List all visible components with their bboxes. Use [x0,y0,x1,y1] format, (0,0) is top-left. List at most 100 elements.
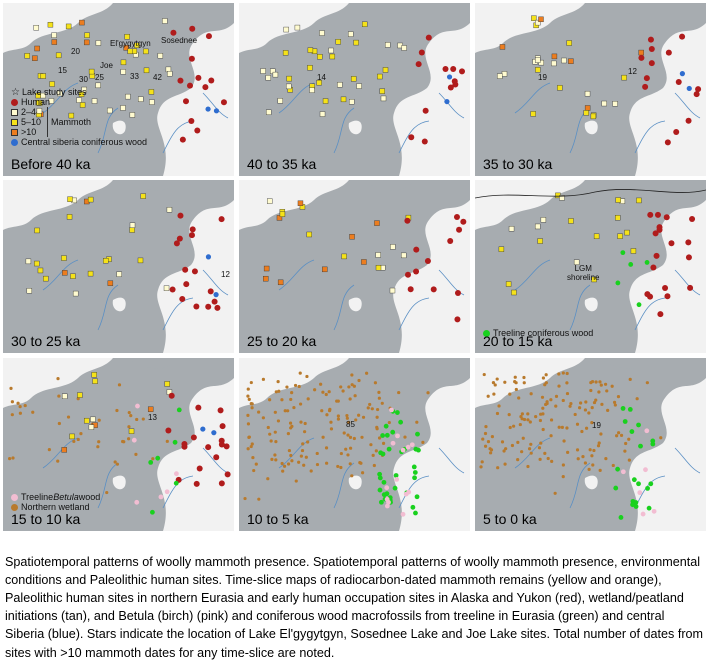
wetland-point [588,448,592,452]
river-line [333,284,355,331]
wetland-point [8,457,12,461]
wetland-point [479,465,483,469]
wetland-point [516,458,520,462]
wetland-point [538,457,542,461]
coniferous-wood-point [410,504,416,510]
mammoth-point [129,112,136,118]
river-line [634,297,666,331]
mammoth-point [81,86,87,93]
human-site-point [675,78,682,85]
river-line [398,475,430,509]
wetland-point [246,394,250,398]
wetland-point [516,440,520,444]
map-svg [239,3,470,176]
wetland-point [540,395,545,399]
wetland-point [550,459,554,463]
wetland-point [619,433,624,437]
mammoth-point [107,107,113,114]
wetland-point [544,402,548,407]
wetland-point [357,378,361,383]
wetland-point [313,388,317,392]
wetland-point [276,419,281,423]
wetland-point [115,462,120,466]
wetland-point [557,425,561,429]
ocean-area [475,180,585,230]
ocean-area [3,358,113,408]
wetland-point [282,464,287,468]
wetland-point [495,377,499,381]
count-label: 30 [79,75,88,84]
river-line [514,259,551,291]
mammoth-point [129,227,135,233]
wetland-point [298,402,303,406]
human-site-point [668,240,675,247]
human-site-point [214,304,221,311]
wetland-point [321,390,325,394]
human-site-point [168,392,175,399]
human-site-point [454,290,461,297]
mammoth-point [34,227,40,234]
legend-bin-2-4-label: 2–4 [21,107,37,117]
human-site-point [652,230,659,237]
siberia-wood-point [213,292,219,298]
wetland-point [352,436,356,441]
wetland-point [79,432,83,436]
coniferous-wood-point [620,406,626,411]
coniferous-wood-point [381,479,387,485]
mammoth-point [143,48,149,55]
coniferous-wood-point [398,419,404,425]
wetland-point [358,461,362,465]
human-site-point [647,211,654,218]
wetland-point [117,383,122,387]
wetland-point [561,463,565,467]
wetland-point [518,422,522,427]
wetland-point [243,496,247,501]
mammoth-point [615,197,621,203]
human-site-point [188,232,195,239]
island [600,358,650,369]
mammoth-point [120,105,126,111]
wetland-point [597,390,601,394]
wetland-point [594,380,598,384]
wetland-point [512,424,516,428]
wetland-point [480,460,484,464]
wetland-point [592,448,596,453]
mammoth-point [534,223,541,230]
mammoth-point [140,193,146,199]
mammoth-point [535,19,541,26]
wetland-point [549,418,554,422]
wetland-point [57,394,61,398]
human-site-point [182,98,189,105]
wetland-point [303,421,307,426]
wetland-point [508,425,512,430]
betula-wood-point [389,407,394,413]
betula-wood-point [134,499,140,505]
wetland-point [627,437,631,441]
mammoth-point [272,71,279,78]
wetland-point [526,418,530,422]
land-mass [3,180,234,353]
mammoth-point [116,271,122,277]
wetland-point [594,398,598,402]
panel-label: Before 40 ka [11,156,91,172]
mammoth-point [356,83,362,89]
mammoth-point [91,98,98,104]
human-site-point [442,66,449,73]
wetland-point [502,449,506,453]
wetland-point [10,400,14,404]
wetland-point [503,380,507,384]
wetland-point [273,410,277,414]
wetland-point [583,408,588,412]
human-site-point [211,298,218,305]
mammoth-point [590,113,597,120]
wetland-point [426,391,430,395]
mammoth-point [24,53,30,59]
human-site-point [456,226,463,233]
wetland-point [529,392,533,396]
mammoth-point [283,26,289,33]
bay [675,498,706,531]
wetland-point [541,406,545,410]
mammoth-point [591,276,597,283]
coniferous-wood-point [636,422,641,428]
lake [584,120,598,135]
